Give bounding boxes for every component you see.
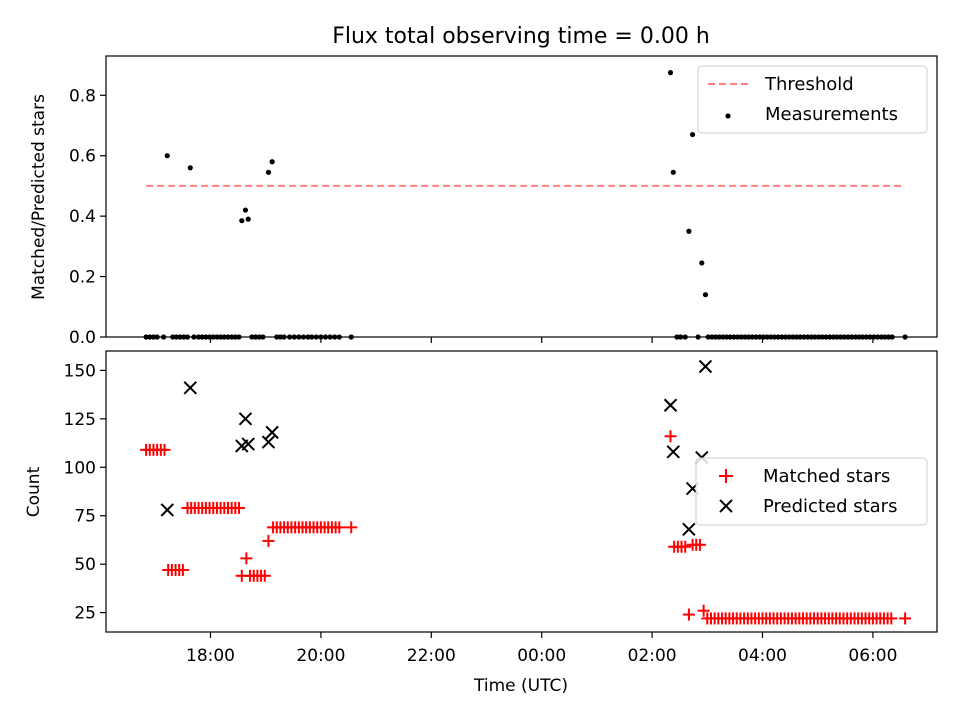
top-x-ticks (209, 337, 874, 343)
x-tick-label: 00:00 (517, 646, 566, 666)
predicted-stars-point (261, 435, 276, 449)
top-y-tick-label: 0.2 (69, 268, 96, 288)
top-y-tick-label: 0.8 (69, 86, 96, 106)
top-y-tick-label: 0.0 (69, 328, 96, 348)
bottom-y-axis-label: Count (24, 466, 44, 517)
predicted-stars-point (241, 437, 255, 451)
top-plot-frame (105, 55, 938, 338)
top-legend-box (697, 65, 928, 134)
bottom-marks (140, 359, 912, 625)
x-tick-label: 18:00 (186, 646, 235, 666)
predicted-stars-point (238, 412, 253, 426)
bottom-legend-box (695, 457, 928, 526)
measurement-point (702, 292, 709, 298)
measurement-point (667, 70, 674, 76)
x-tick-label: 22:00 (407, 646, 456, 666)
top-marks (143, 70, 908, 340)
predicted-stars-point (160, 503, 174, 517)
bottom-y-tick-label: 75 (74, 507, 96, 527)
bottom-y-axis: 25 50 75 100 125 150 (64, 361, 106, 624)
predicted-stars-point (698, 359, 713, 374)
matched-stars-point (233, 501, 246, 514)
legend-matched-swatch (719, 469, 733, 483)
matched-stars-point (240, 552, 253, 565)
top-panel: 0.00.20.40.60.8 Matched/Predicted stars … (29, 55, 938, 348)
predicted-stars-point (183, 381, 197, 395)
bottom-x-ticks: 18:00 20:00 22:00 00:00 02:00 04:00 06:00 (186, 632, 897, 666)
x-axis-label: Time (UTC) (473, 676, 568, 696)
measurement-point (269, 159, 275, 165)
measurement-point (187, 165, 193, 171)
bottom-y-tick-label: 100 (64, 458, 96, 478)
predicted-stars-point (265, 425, 279, 440)
matched-stars-point (345, 521, 358, 534)
matched-stars-point (258, 569, 271, 582)
top-y-axis-label: Matched/Predicted stars (29, 94, 49, 300)
measurement-point (242, 207, 249, 213)
matched-stars-point (333, 521, 346, 534)
matched-stars-point (697, 604, 710, 617)
top-y-axis: 0.0 0.2 0.4 0.6 0.8 (69, 86, 106, 348)
legend-measurements-swatch (725, 113, 731, 119)
matched-stars-point (262, 534, 275, 547)
measurement-point (699, 260, 705, 266)
top-legend: Threshold Measurements (697, 65, 928, 134)
matched-stars-point (682, 608, 695, 621)
measurement-point (239, 218, 245, 224)
matched-stars-point (679, 540, 692, 553)
matched-stars-point (899, 612, 912, 625)
measurement-point (670, 169, 676, 175)
top-y-tick-label: 0.4 (69, 207, 96, 227)
bottom-panel: 25 50 75 100 125 150 18:00 20:00 22:00 00:00 02:0… (24, 350, 938, 696)
matched-stars-point (158, 443, 171, 456)
legend-threshold-label: Threshold (764, 74, 854, 95)
top-y-tick-label: 0.6 (69, 147, 96, 167)
x-tick-label: 02:00 (628, 646, 677, 666)
x-tick-label: 04:00 (738, 646, 787, 666)
legend-matched-label: Matched stars (763, 466, 890, 487)
predicted-stars-point (666, 445, 680, 459)
measurement-point (686, 228, 692, 234)
matched-stars-point (176, 563, 189, 576)
legend-predicted-swatch (719, 499, 733, 513)
measurement-point (689, 131, 696, 138)
predicted-stars-point (663, 398, 678, 412)
bottom-y-tick-label: 150 (64, 361, 96, 381)
matched-stars-point (693, 538, 706, 551)
bottom-plot-frame (105, 350, 938, 633)
bottom-y-tick-label: 25 (74, 604, 96, 624)
x-tick-label: 20:00 (296, 646, 345, 666)
measurement-point (265, 169, 272, 175)
legend-predicted-label: Predicted stars (763, 496, 897, 517)
measurement-point (245, 216, 251, 222)
bottom-y-tick-label: 50 (74, 555, 96, 575)
x-tick-label: 06:00 (848, 646, 897, 666)
predicted-stars-point (682, 522, 696, 536)
matched-stars-point (885, 612, 898, 625)
chart-title: Flux total observing time = 0.00 h (332, 24, 710, 49)
bottom-y-tick-label: 125 (64, 410, 96, 430)
legend-measurements-label: Measurements (765, 104, 898, 125)
bottom-legend: Matched stars Predicted stars (695, 457, 928, 526)
matched-stars-point (664, 430, 677, 443)
measurement-point (164, 153, 170, 159)
